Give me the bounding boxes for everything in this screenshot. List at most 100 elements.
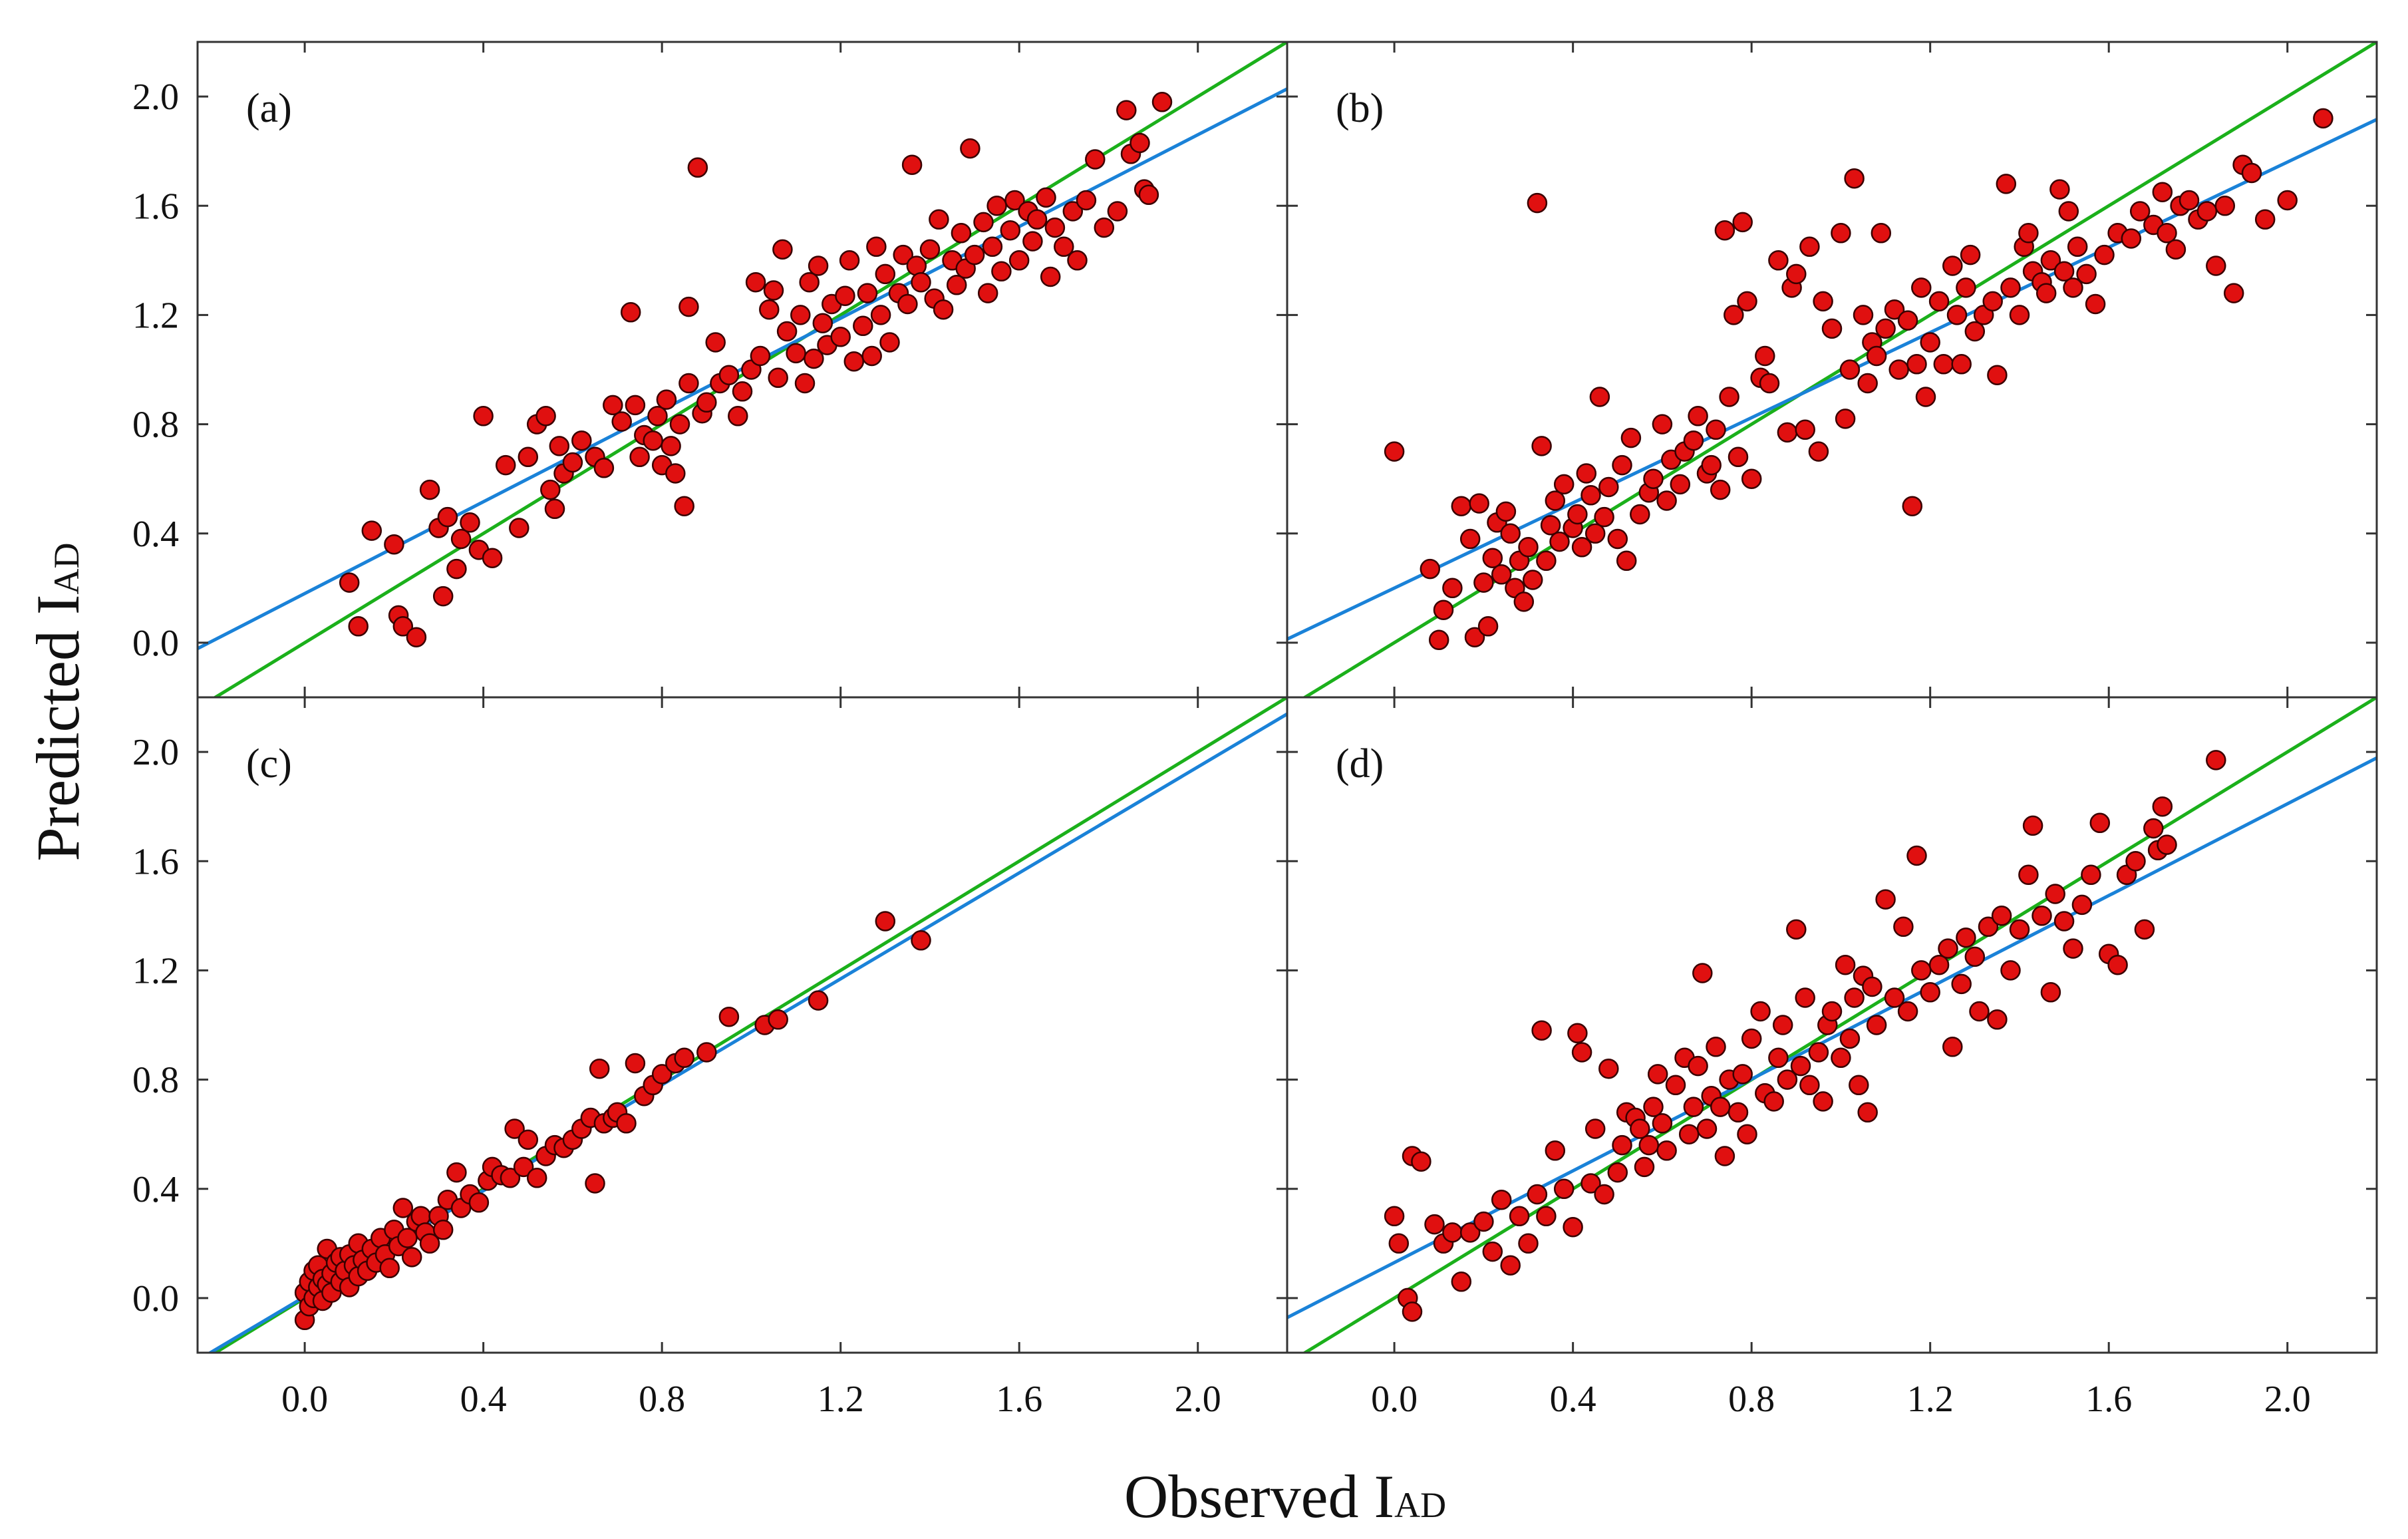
y-axis-title-subscript: AD bbox=[47, 542, 86, 594]
data-point bbox=[1670, 474, 1691, 495]
data-point bbox=[1849, 1075, 1869, 1096]
data-point bbox=[1719, 387, 1739, 407]
data-point bbox=[1482, 1241, 1503, 1262]
data-point bbox=[540, 479, 561, 500]
data-point bbox=[1996, 174, 2017, 194]
data-point bbox=[1786, 263, 1807, 285]
data-point bbox=[1469, 493, 1489, 514]
data-point bbox=[1536, 1206, 1557, 1227]
data-point bbox=[603, 395, 623, 416]
data-point bbox=[2071, 894, 2093, 916]
data-point bbox=[674, 1047, 694, 1069]
data-point bbox=[1831, 1047, 1851, 1069]
data-point bbox=[718, 365, 740, 385]
data-point bbox=[687, 157, 708, 178]
data-point bbox=[1813, 291, 1833, 312]
data-point bbox=[2223, 283, 2244, 303]
y-axis-title: Predicted IAD bbox=[24, 542, 92, 861]
data-point bbox=[1428, 629, 1449, 651]
y-tick-label: 0.8 bbox=[132, 1060, 179, 1101]
y-tick-label: 1.6 bbox=[132, 186, 179, 227]
data-point bbox=[1928, 291, 1950, 312]
data-point bbox=[1799, 1075, 1820, 1096]
data-point bbox=[1656, 490, 1677, 511]
data-point bbox=[1808, 441, 1829, 462]
data-point bbox=[1665, 1075, 1686, 1096]
data-point bbox=[1956, 927, 1976, 948]
data-point bbox=[1500, 1255, 1521, 1276]
panel-label: (a) bbox=[246, 86, 292, 131]
data-point bbox=[1906, 845, 1927, 866]
plot-area bbox=[1287, 42, 2377, 697]
data-point bbox=[1527, 1184, 1548, 1205]
data-point bbox=[1384, 1206, 1405, 1227]
data-point bbox=[339, 572, 360, 593]
x-tick-label: 1.6 bbox=[996, 1379, 1042, 1420]
data-point bbox=[1728, 446, 1749, 468]
data-point bbox=[1808, 1042, 1829, 1063]
y-tick-label: 0.4 bbox=[132, 1169, 179, 1210]
data-point bbox=[1545, 1140, 1566, 1161]
data-point bbox=[1875, 889, 1896, 910]
data-point bbox=[1897, 310, 1918, 331]
panel-d: (d) 0.0 0.4 0.8 1.2 1.6 2.0 bbox=[1286, 696, 2378, 1420]
data-point bbox=[1384, 441, 1405, 462]
x-axis-title: Observed IAD bbox=[1124, 1462, 1446, 1530]
data-point bbox=[1044, 217, 1066, 238]
data-point bbox=[406, 627, 427, 647]
data-point bbox=[2040, 250, 2061, 271]
data-point bbox=[625, 395, 646, 416]
data-point bbox=[1531, 1020, 1552, 1041]
data-point bbox=[1768, 250, 1789, 271]
data-point bbox=[1513, 592, 1535, 612]
data-point bbox=[1477, 616, 1499, 637]
data-point bbox=[2067, 236, 2088, 257]
data-point bbox=[1750, 1001, 1771, 1022]
data-point bbox=[518, 1129, 539, 1150]
data-point bbox=[535, 406, 556, 427]
x-axis-title-main: Observed I bbox=[1124, 1462, 1394, 1530]
data-point bbox=[1459, 1222, 1481, 1243]
data-point bbox=[1831, 223, 1851, 244]
data-point bbox=[875, 911, 896, 932]
data-point bbox=[799, 271, 820, 293]
data-point bbox=[1442, 1222, 1463, 1243]
data-point bbox=[1946, 305, 1968, 325]
data-point bbox=[1969, 1001, 1990, 1022]
data-point bbox=[1857, 373, 1878, 394]
data-point bbox=[2063, 938, 2083, 959]
data-point bbox=[1951, 973, 1972, 995]
data-point bbox=[1584, 523, 1606, 544]
data-point bbox=[1527, 192, 1548, 214]
data-point bbox=[1495, 501, 1517, 522]
x-tick-label: 1.6 bbox=[2085, 1379, 2132, 1420]
data-point bbox=[1638, 1134, 1660, 1156]
data-point bbox=[879, 332, 900, 353]
data-point bbox=[1839, 1028, 1861, 1049]
data-point bbox=[647, 406, 668, 427]
data-point bbox=[1960, 244, 1981, 265]
data-point bbox=[1580, 485, 1601, 506]
data-point bbox=[835, 285, 855, 306]
data-point bbox=[2009, 305, 2030, 325]
data-point bbox=[1598, 476, 1619, 498]
data-point bbox=[1893, 916, 1914, 938]
data-point bbox=[2152, 182, 2173, 202]
data-point bbox=[732, 381, 753, 402]
data-point bbox=[419, 479, 440, 500]
data-point bbox=[1710, 1097, 1731, 1117]
data-point bbox=[500, 1168, 521, 1188]
data-point bbox=[1920, 982, 1940, 1003]
data-point bbox=[986, 196, 1007, 216]
data-point bbox=[1790, 1055, 1811, 1077]
data-point bbox=[2035, 283, 2057, 303]
data-point bbox=[625, 1053, 646, 1074]
data-point bbox=[1491, 564, 1512, 585]
data-point bbox=[616, 1113, 637, 1134]
x-tick-label: 0.4 bbox=[1550, 1379, 1596, 1420]
data-point bbox=[1862, 976, 1882, 997]
data-point bbox=[1643, 1097, 1664, 1117]
data-point bbox=[1724, 305, 1744, 325]
data-point bbox=[1964, 321, 1986, 342]
data-point bbox=[1737, 291, 1757, 312]
